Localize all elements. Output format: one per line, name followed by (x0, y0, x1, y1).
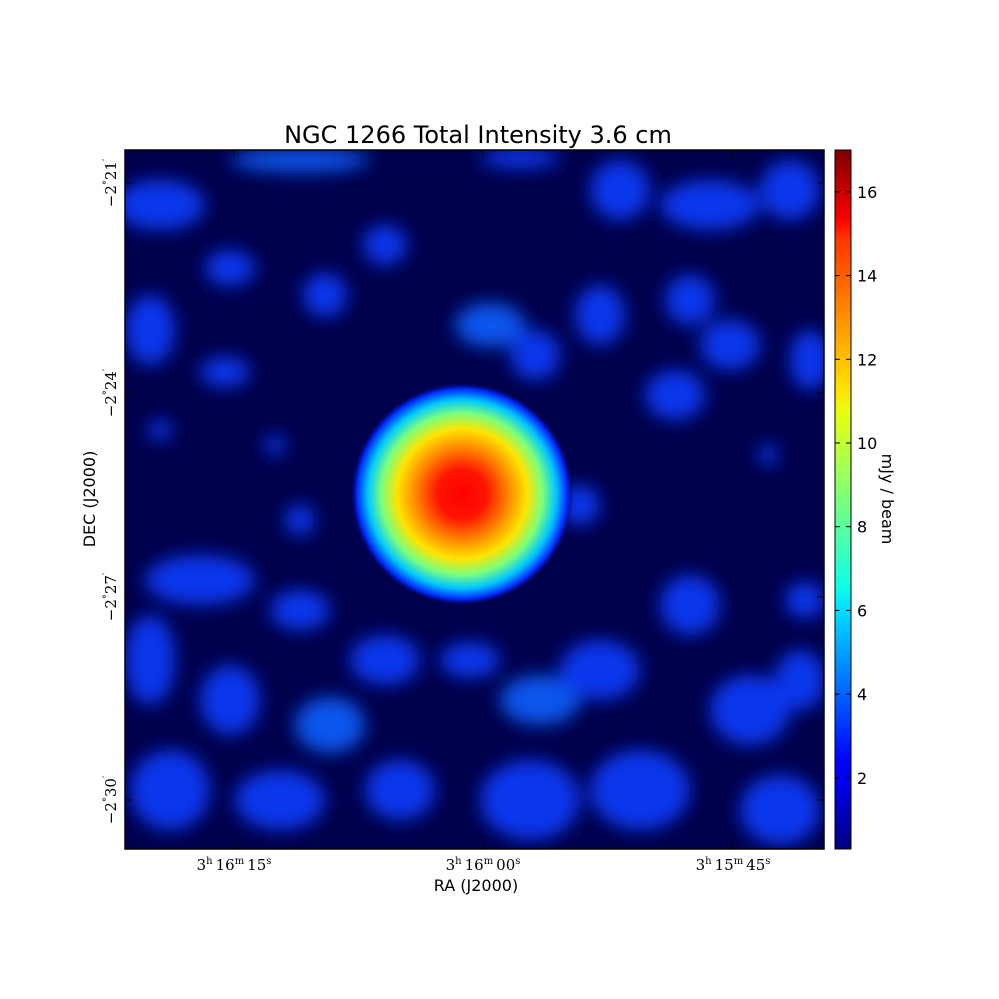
noise-blob (265, 435, 285, 455)
noise-blob (590, 160, 650, 220)
colorbar-label: mJy / beam (878, 454, 897, 545)
noise-blob (205, 250, 255, 286)
x-tick-label: 3h 16m 00s (446, 856, 521, 874)
noise-blob (660, 575, 720, 635)
chart-title: NGC 1266 Total Intensity 3.6 cm (284, 121, 672, 149)
noise-blob (130, 750, 210, 830)
noise-blob (200, 357, 250, 387)
noise-blob (350, 635, 420, 685)
noise-blob (665, 275, 715, 325)
noise-blob (270, 590, 330, 630)
x-axis-label: RA (J2000) (434, 876, 518, 895)
colorbar-tick-label: 8 (857, 518, 867, 537)
x-tick-label: 3h 15m 45s (696, 856, 771, 874)
noise-blob (775, 650, 824, 710)
noise-blob (575, 285, 625, 345)
noise-structures (125, 150, 824, 845)
noise-blob (125, 180, 205, 230)
x-tick-labels: 3h 16m 15s 3h 16m 00s 3h 15m 45s (197, 856, 771, 874)
noise-blob (700, 320, 760, 370)
noise-blob (440, 642, 500, 678)
noise-blob (480, 760, 580, 840)
noise-blob (480, 150, 560, 168)
noise-blob (200, 665, 260, 735)
noise-blob (790, 330, 824, 390)
x-tick-label: 3h 16m 15s (197, 856, 272, 874)
colorbar-tick-label: 12 (857, 350, 877, 369)
x-tick-marks (233, 150, 734, 849)
noise-blob (760, 160, 820, 220)
colorbar-scale (834, 149, 852, 850)
y-axis-label: DEC (J2000) (80, 451, 99, 548)
intensity-image (125, 150, 824, 849)
y-tick-label: −2°30′ (102, 775, 120, 824)
colorbar-tick-label: 16 (857, 183, 877, 202)
noise-blob (510, 330, 560, 380)
y-tick-label: −2°27′ (102, 572, 120, 621)
colorbar-ticks: 2 4 6 8 10 12 14 16 (835, 183, 877, 788)
noise-blob (303, 273, 347, 317)
noise-blob (660, 180, 760, 230)
noise-blob (145, 555, 255, 605)
noise-blob (363, 225, 407, 265)
colorbar-tick-label: 14 (857, 267, 877, 286)
noise-blob (785, 582, 824, 618)
colorbar-tick-label: 10 (857, 434, 877, 453)
noise-blob (758, 445, 778, 465)
noise-blob (500, 675, 580, 725)
noise-blob (365, 760, 435, 820)
y-tick-marks (125, 182, 824, 801)
source-emission (350, 382, 574, 606)
noise-blob (560, 640, 640, 700)
noise-blob (295, 697, 365, 753)
noise-blob (148, 420, 172, 440)
noise-blob (740, 775, 820, 845)
noise-blob (710, 675, 790, 745)
noise-blob (645, 370, 705, 420)
y-tick-label: −2°24′ (102, 368, 120, 417)
noise-blob (125, 615, 175, 705)
noise-blob (125, 295, 175, 365)
noise-blob (285, 505, 315, 535)
noise-blob (590, 750, 690, 830)
colorbar-tick-label: 2 (857, 769, 867, 788)
colorbar-tick-label: 4 (857, 685, 867, 704)
colorbar-tick-label: 6 (857, 601, 867, 620)
y-tick-label: −2°21′ (102, 158, 120, 207)
noise-blob (455, 303, 525, 347)
y-tick-labels: −2°21′ −2°24′ −2°27′ −2°30′ (102, 158, 120, 824)
noise-blob (235, 770, 325, 830)
plot-frame (124, 149, 825, 850)
noise-blob (230, 150, 370, 172)
colorbar: 2 4 6 8 10 12 14 16 mJy / beam (834, 149, 897, 850)
